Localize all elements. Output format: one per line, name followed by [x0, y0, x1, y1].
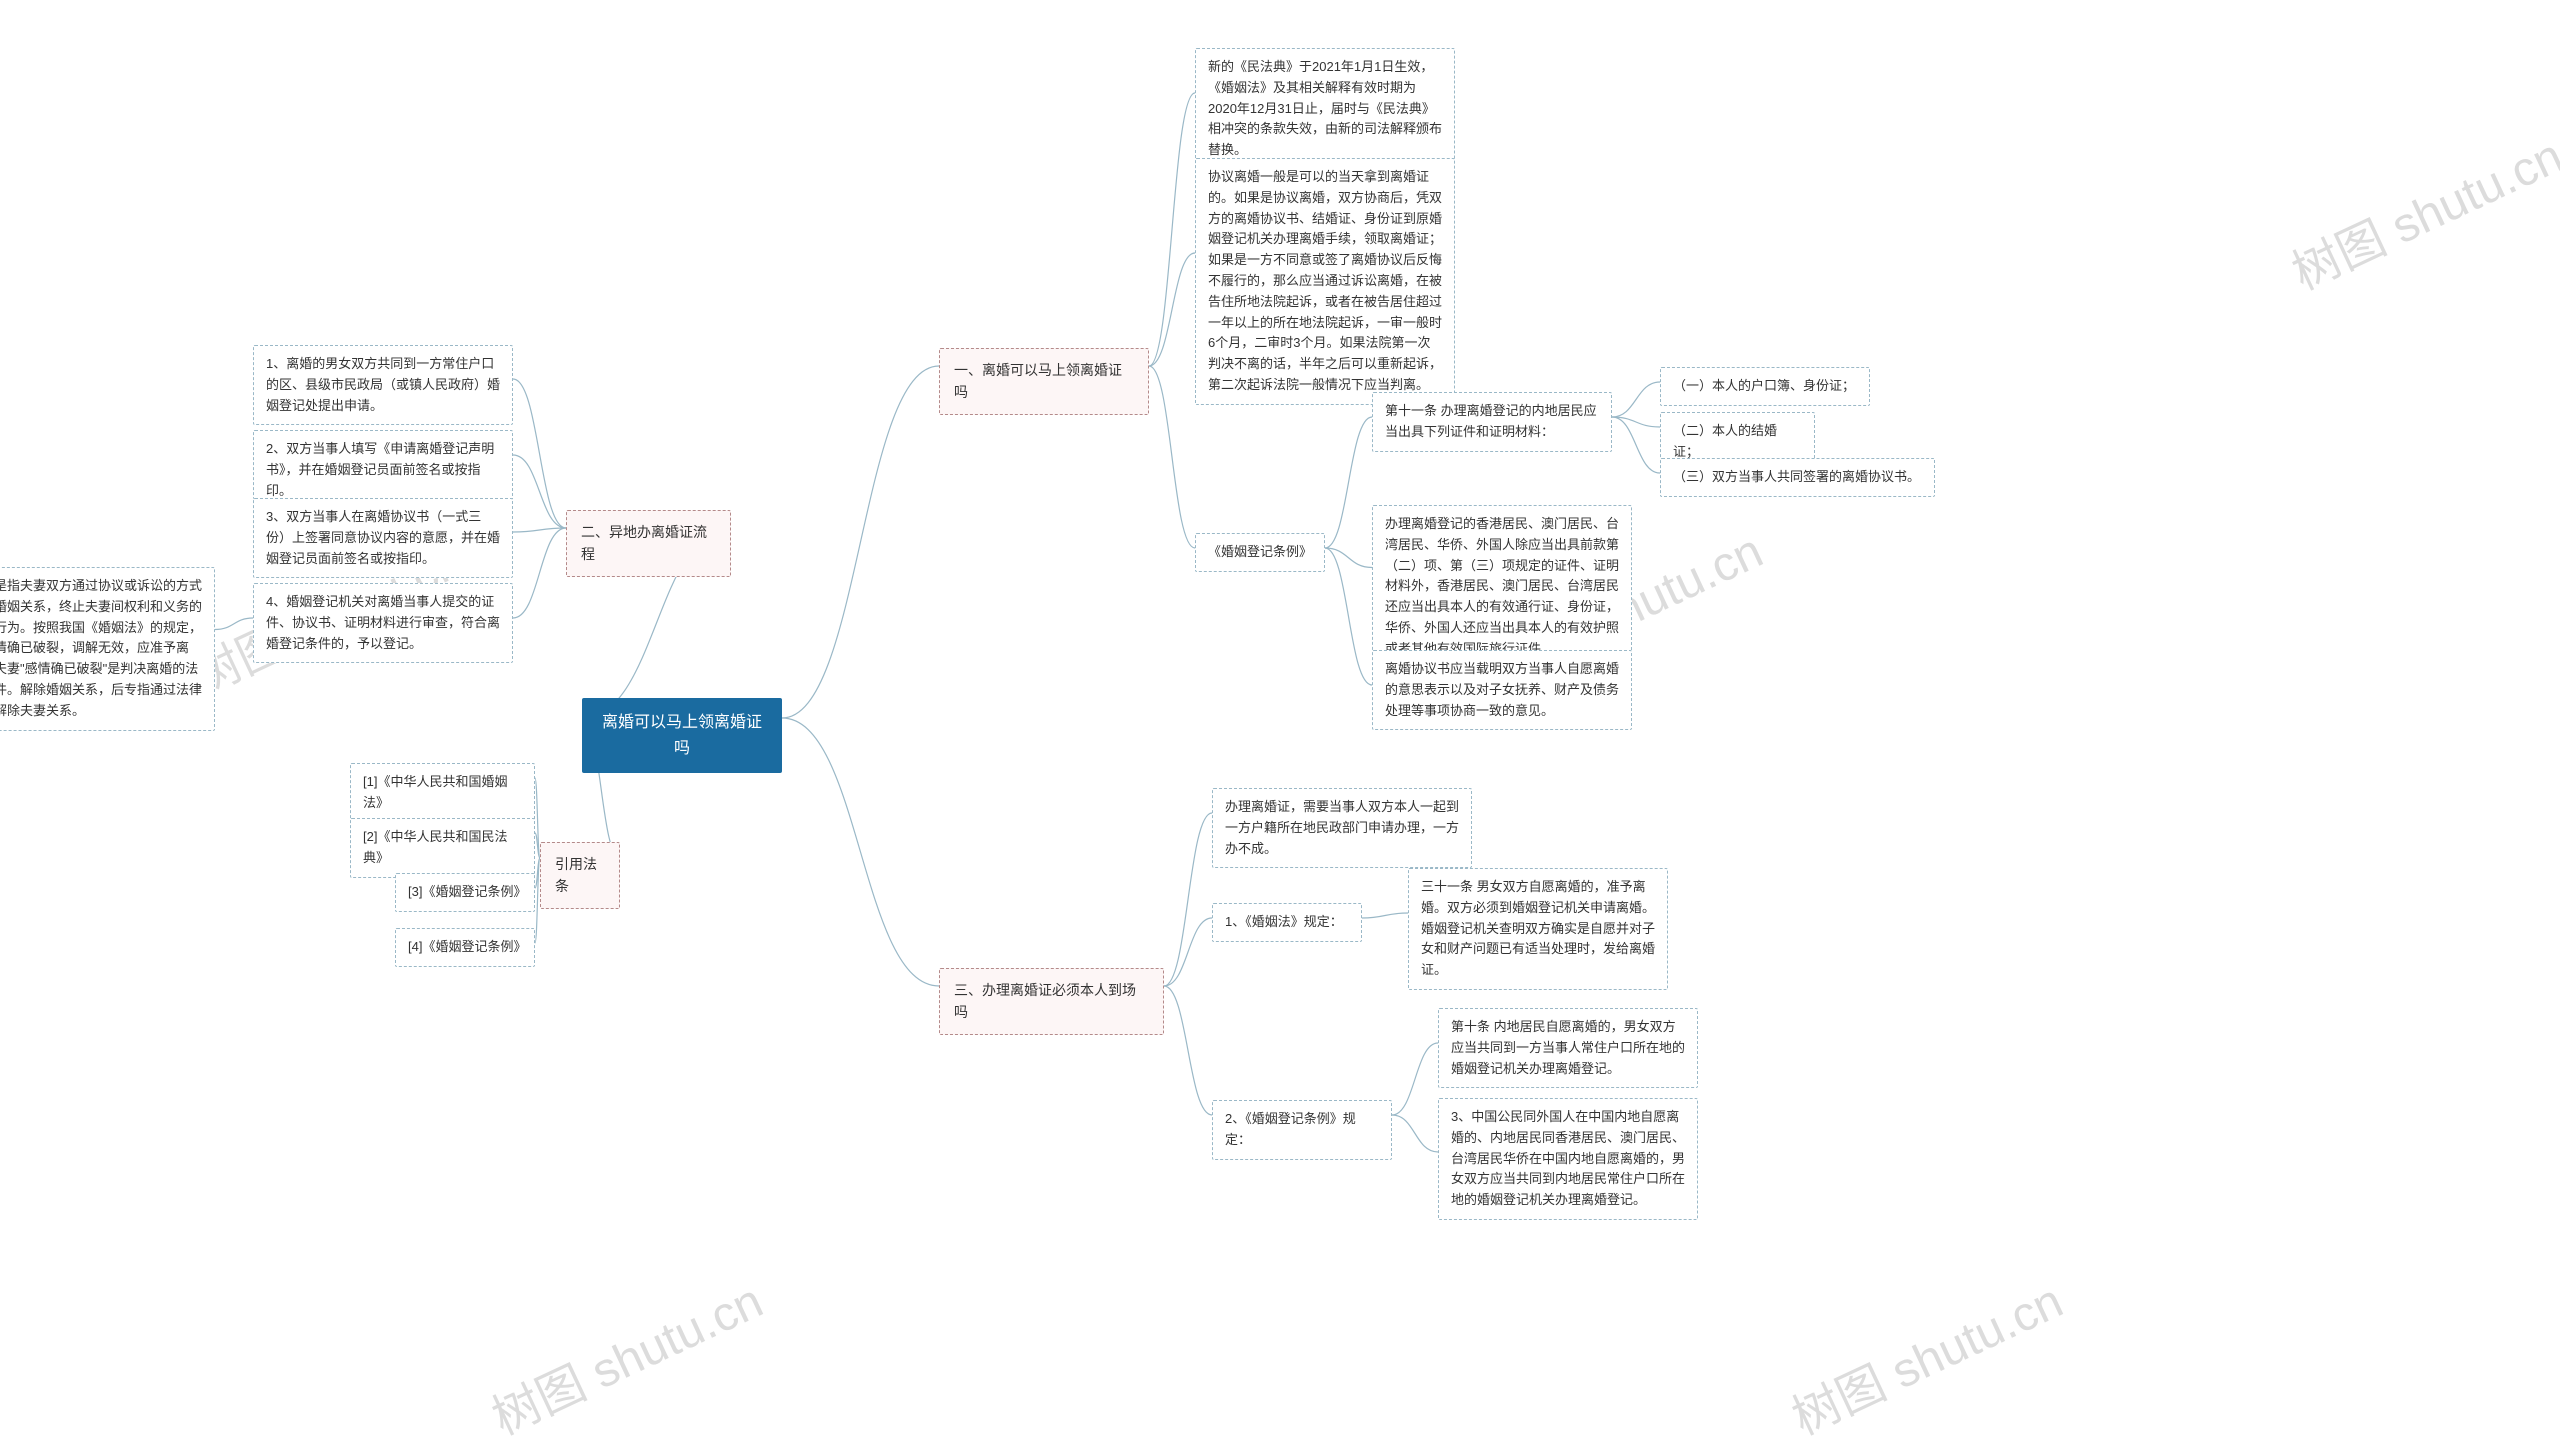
node: （三）双方当事人共同签署的离婚协议书。: [1660, 458, 1935, 497]
node: （一）本人的户口簿、身份证；: [1660, 367, 1870, 406]
branch-node: 三、办理离婚证必须本人到场吗: [939, 968, 1164, 1035]
watermark: 树图 shutu.cn: [1779, 1262, 2072, 1448]
branch-node: 一、离婚可以马上领离婚证吗: [939, 348, 1149, 415]
node: [4]《婚姻登记条例》: [395, 928, 535, 967]
node: 协议离婚一般是可以的当天拿到离婚证的。如果是协议离婚，双方协商后，凭双方的离婚协…: [1195, 158, 1455, 405]
node: 《婚姻登记条例》: [1195, 533, 1325, 572]
node: 3、双方当事人在离婚协议书（一式三份）上签署同意协议内容的意愿，并在婚姻登记员面…: [253, 498, 513, 578]
node: 第十一条 办理离婚登记的内地居民应当出具下列证件和证明材料：: [1372, 392, 1612, 452]
node: 三十一条 男女双方自愿离婚的，准予离婚。双方必须到婚姻登记机关申请离婚。婚姻登记…: [1408, 868, 1668, 990]
node: 1、《婚姻法》规定：: [1212, 903, 1362, 942]
watermark: 树图 shutu.cn: [479, 1262, 772, 1448]
node: 办理离婚证，需要当事人双方本人一起到一方户籍所在地民政部门申请办理，一方办不成。: [1212, 788, 1472, 868]
node: 新的《民法典》于2021年1月1日生效，《婚姻法》及其相关解释有效时期为2020…: [1195, 48, 1455, 170]
node: 离婚协议书应当载明双方当事人自愿离婚的意思表示以及对子女抚养、财产及债务处理等事…: [1372, 650, 1632, 730]
branch-node: 引用法条: [540, 842, 620, 909]
branch-node: 二、异地办离婚证流程: [566, 510, 731, 577]
node: [3]《婚姻登记条例》: [395, 873, 535, 912]
node: 第十条 内地居民自愿离婚的，男女双方应当共同到一方当事人常住户口所在地的婚姻登记…: [1438, 1008, 1698, 1088]
watermark: 树图 shutu.cn: [2279, 117, 2560, 303]
node: [2]《中华人民共和国民法典》: [350, 818, 535, 878]
node: 4、婚姻登记机关对离婚当事人提交的证件、协议书、证明材料进行审查，符合离婚登记条…: [253, 583, 513, 663]
root-node: 离婚可以马上领离婚证吗: [582, 698, 782, 773]
node: 3、中国公民同外国人在中国内地自愿离婚的、内地居民同香港居民、澳门居民、台湾居民…: [1438, 1098, 1698, 1220]
node: 办理离婚登记的香港居民、澳门居民、台湾居民、华侨、外国人除应当出具前款第（二）项…: [1372, 505, 1632, 669]
node: 2、《婚姻登记条例》规定：: [1212, 1100, 1392, 1160]
node: 离婚是指夫妻双方通过协议或诉讼的方式解除婚姻关系，终止夫妻间权利和义务的法律行为…: [0, 567, 215, 731]
node: [1]《中华人民共和国婚姻法》: [350, 763, 535, 823]
node: 1、离婚的男女双方共同到一方常住户口的区、县级市民政局（或镇人民政府）婚姻登记处…: [253, 345, 513, 425]
